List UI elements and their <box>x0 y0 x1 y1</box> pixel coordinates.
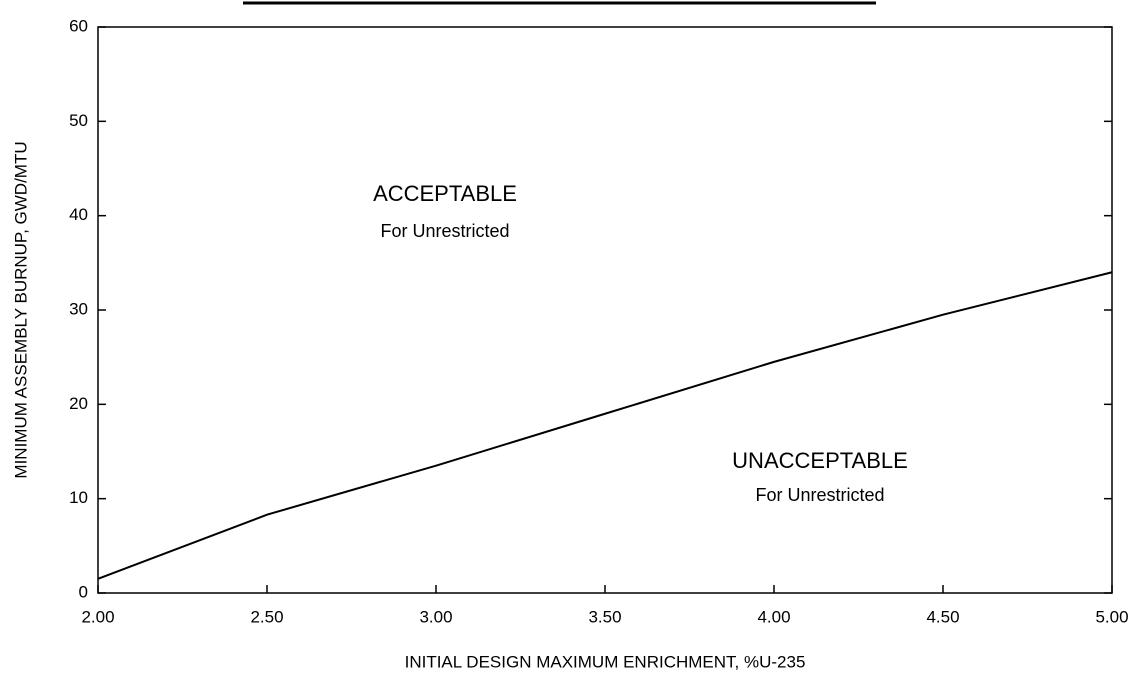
x-tick-label: 2.50 <box>250 607 283 626</box>
annotation-subtitle: For Unrestricted <box>755 485 884 505</box>
y-tick-label: 0 <box>79 582 88 601</box>
x-tick-label: 3.50 <box>588 607 621 626</box>
x-tick-label: 4.00 <box>757 607 790 626</box>
y-tick-label: 20 <box>69 394 88 413</box>
data-line <box>97 271 1113 580</box>
y-tick-label: 30 <box>69 299 88 318</box>
x-tick-label: 2.00 <box>81 607 114 626</box>
y-tick-label: 10 <box>69 488 88 507</box>
y-axis-label: MINIMUM ASSEMBLY BURNUP, GWD/MTU <box>11 141 30 478</box>
y-tick-label: 50 <box>69 111 88 130</box>
y-tick-label: 40 <box>69 205 88 224</box>
annotation-subtitle: For Unrestricted <box>380 221 509 241</box>
annotation-title: ACCEPTABLE <box>373 181 517 206</box>
x-tick-label: 5.00 <box>1095 607 1128 626</box>
annotation-title: UNACCEPTABLE <box>732 448 908 473</box>
x-tick-label: 3.00 <box>419 607 452 626</box>
x-axis-label: INITIAL DESIGN MAXIMUM ENRICHMENT, %U-23… <box>405 652 806 671</box>
x-tick-label: 4.50 <box>926 607 959 626</box>
y-tick-label: 60 <box>69 16 88 35</box>
